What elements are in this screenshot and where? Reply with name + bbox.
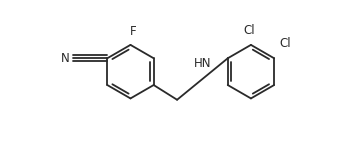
Text: Cl: Cl — [244, 24, 255, 37]
Text: Cl: Cl — [280, 37, 291, 50]
Text: F: F — [130, 25, 136, 38]
Text: HN: HN — [194, 57, 211, 70]
Text: N: N — [61, 52, 70, 65]
